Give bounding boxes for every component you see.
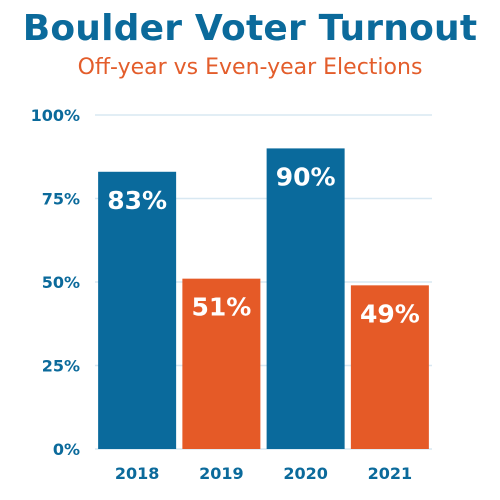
bar-2021 bbox=[350, 285, 429, 449]
chart-subtitle: Off-year vs Even-year Elections bbox=[77, 55, 423, 80]
x-tick-label: 2018 bbox=[115, 464, 160, 483]
x-tick-label: 2021 bbox=[368, 464, 413, 483]
y-tick-label: 0% bbox=[53, 440, 80, 459]
bar-value-label: 49% bbox=[360, 299, 420, 328]
bar-value-label: 83% bbox=[107, 186, 167, 215]
x-tick-label: 2019 bbox=[199, 464, 244, 483]
y-axis-tick-labels: 0% 25% 50% 75% 100% bbox=[31, 106, 80, 459]
bar-value-labels: 83% 51% 90% 49% bbox=[107, 162, 420, 328]
x-axis-tick-labels: 2018 2019 2020 2021 bbox=[115, 464, 412, 483]
y-tick-label: 25% bbox=[42, 357, 80, 376]
y-tick-label: 75% bbox=[42, 190, 80, 209]
chart-title: Boulder Voter Turnout bbox=[22, 8, 478, 49]
bar-2018 bbox=[98, 171, 177, 449]
y-tick-label: 50% bbox=[42, 273, 80, 292]
bars bbox=[98, 148, 429, 449]
bar-value-label: 90% bbox=[276, 162, 336, 191]
bar-2019 bbox=[182, 278, 261, 449]
y-tick-label: 100% bbox=[31, 106, 80, 125]
bar-2020 bbox=[266, 148, 345, 449]
x-tick-label: 2020 bbox=[283, 464, 328, 483]
bar-value-label: 51% bbox=[191, 293, 251, 322]
